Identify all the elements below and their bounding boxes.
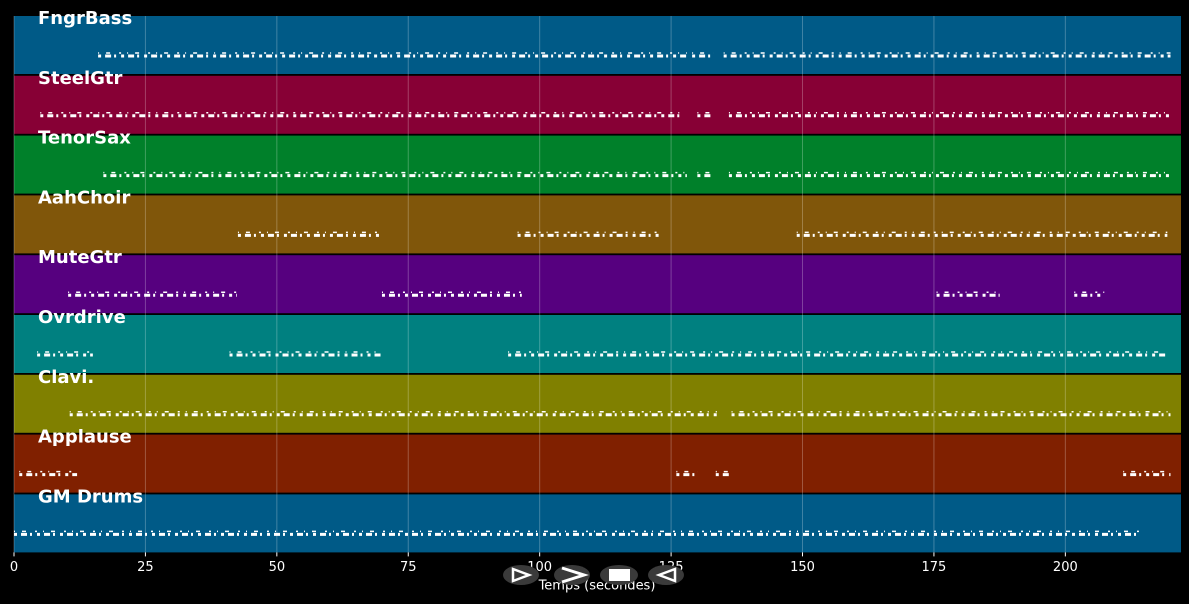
transport-controls [503,565,684,585]
track-name: FngrBass [38,8,132,29]
track-band [14,195,1181,254]
x-tick-label: 200 [1053,560,1078,575]
track-name: MuteGtr [38,247,122,268]
stop-button[interactable] [600,565,638,585]
track-band [14,494,1181,553]
play-button[interactable] [503,565,539,585]
x-tick-label: 25 [137,560,154,575]
x-axis-label: Temps (secondes) [538,579,656,594]
x-tick-label: 0 [10,560,18,575]
track-band [14,135,1181,194]
track-name: AahChoir [38,187,130,208]
track-name: Ovrdrive [38,307,126,328]
track-name: SteelGtr [38,68,123,89]
x-axis: 0255075100125150175200 [10,16,1078,575]
track-band [14,374,1181,433]
x-tick-label: 50 [269,560,286,575]
x-tick-label: 150 [790,560,815,575]
track-band [14,255,1181,314]
x-tick-label: 175 [922,560,947,575]
track-name: GM Drums [38,486,143,507]
track-band [14,16,1181,74]
track-band [14,315,1181,373]
x-tick-label: 75 [400,560,417,575]
track-band [14,434,1181,493]
track-band [14,75,1181,134]
track-name: Clavi. [38,367,94,388]
track-name: Applause [38,427,132,448]
forward-button[interactable] [554,565,590,585]
back-button[interactable] [648,565,684,585]
track-name: TenorSax [38,128,131,149]
tracks: FngrBass SteelGtr TenorSax AahChoir MuteGtr O… [14,8,1181,553]
